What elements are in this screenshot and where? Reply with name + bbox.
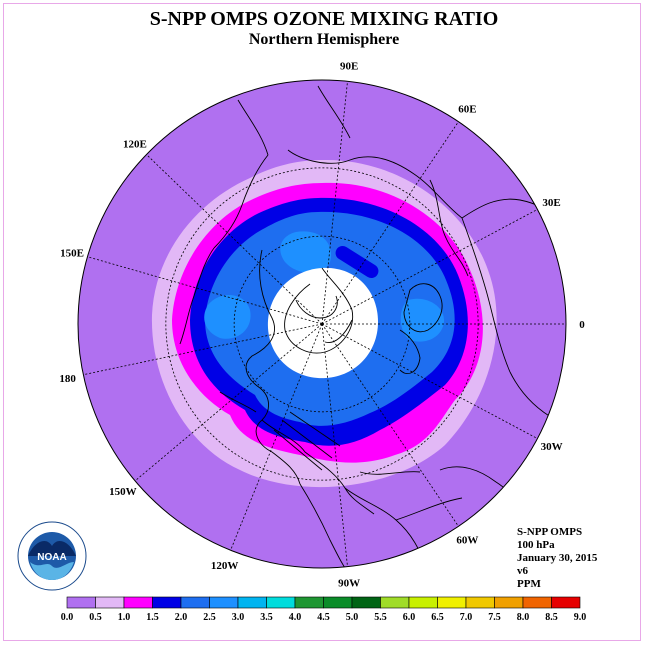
colorbar-swatch (95, 596, 125, 609)
colorbar-tick-label: 7.5 (488, 612, 501, 623)
longitude-labels: 90E 60E 30E 0 30W 60W 90W 120W 150W 180 150E 120E (59, 60, 585, 589)
info-instrument: S-NPP OMPS (517, 526, 583, 538)
longitude-label: 150W (109, 486, 137, 498)
colorbar-tick-label: 1.0 (118, 612, 131, 623)
longitude-label: 180 (59, 373, 76, 385)
colorbar-tick-label: 2.5 (203, 612, 216, 623)
figure-frame (3, 3, 641, 641)
meridian-line (321, 323, 348, 567)
meridian-line (321, 81, 348, 325)
colorbar-swatch (152, 596, 182, 609)
colorbar-swatch (66, 596, 96, 609)
map-subtitle: Northern Hemisphere (248, 31, 400, 48)
longitude-label: 120E (123, 138, 147, 150)
meridian-line (321, 209, 538, 325)
colorbar-tick-label: 8.5 (545, 612, 558, 623)
longitude-label: 120W (211, 560, 239, 572)
ozone-contour-2.5-3.0 (204, 294, 251, 339)
colorbar-tick-label: 4.5 (317, 612, 330, 623)
meridian-line (321, 323, 538, 439)
colorbar-tick-label: 0.5 (89, 612, 102, 623)
ozone-contour-2.5-3.0 (400, 298, 445, 342)
meridian-line (321, 323, 459, 527)
noaa-logo: NOAA (16, 520, 88, 597)
meridian-line (146, 154, 323, 325)
longitude-label: 90E (340, 60, 358, 72)
longitude-label: 30W (541, 441, 563, 453)
colorbar-tick-label: 3.0 (232, 612, 245, 623)
longitude-label: 150E (60, 247, 84, 259)
colorbar-tick-label: 5.0 (346, 612, 359, 623)
colorbar-swatch (180, 596, 210, 609)
colorbar-tick-label: 0.0 (61, 612, 74, 623)
colorbar-tick-label: 7.0 (460, 612, 473, 623)
colorbar-swatch (465, 596, 495, 609)
ozone-contour-2.5-3.0 (280, 231, 332, 273)
longitude-label: 90W (338, 578, 360, 590)
meridian-line (230, 323, 323, 551)
colorbar-tick-label: 8.0 (517, 612, 530, 623)
longitude-label: 0 (579, 319, 585, 331)
colorbar-tick-label: 3.5 (260, 612, 273, 623)
colorbar-swatch (266, 596, 296, 609)
graticule (83, 81, 566, 567)
longitude-label: 30E (542, 197, 560, 209)
meridian-line (134, 323, 323, 482)
coastlines (179, 85, 566, 568)
colorbar-tick-label: 6.5 (431, 612, 444, 623)
colorbar-tick-label: 6.0 (403, 612, 416, 623)
longitude-label: 60W (456, 535, 478, 547)
map-boundary (77, 79, 567, 569)
info-version: v6 (517, 565, 528, 577)
ozone-contour-1.5-2.0 (335, 245, 379, 279)
meridian-line (87, 256, 323, 325)
colorbar-swatch (494, 596, 524, 609)
colorbar-swatch (294, 596, 324, 609)
colorbar-tick-label: 5.5 (374, 612, 387, 623)
colorbar-swatch (237, 596, 267, 609)
colorbar-tick-label: 2.0 (175, 612, 188, 623)
colorbar-swatch (209, 596, 239, 609)
colorbar-swatch (351, 596, 381, 609)
colorbar-swatch (380, 596, 410, 609)
colorbar-tick-label: 1.5 (146, 612, 159, 623)
latitude-circle (233, 235, 411, 413)
colorbar-swatch (123, 596, 153, 609)
colorbar-tick-label: 4.0 (289, 612, 302, 623)
info-date: January 30, 2015 (517, 552, 598, 564)
colorbar-swatch (551, 596, 581, 609)
colorbar-swatch (522, 596, 552, 609)
logo-text: NOAA (37, 552, 66, 563)
colorbar-swatch (408, 596, 438, 609)
colorbar-swatch (323, 596, 353, 609)
colorbar-swatch (437, 596, 467, 609)
info-level: 100 hPa (517, 539, 555, 551)
info-units: PPM (517, 578, 541, 590)
colorbar-tick-label: 9.0 (574, 612, 587, 623)
meridian-line (83, 323, 323, 376)
meridian-line (321, 121, 459, 325)
map-title: S-NPP OMPS OZONE MIXING RATIO (149, 8, 499, 30)
longitude-label: 60E (458, 103, 476, 115)
